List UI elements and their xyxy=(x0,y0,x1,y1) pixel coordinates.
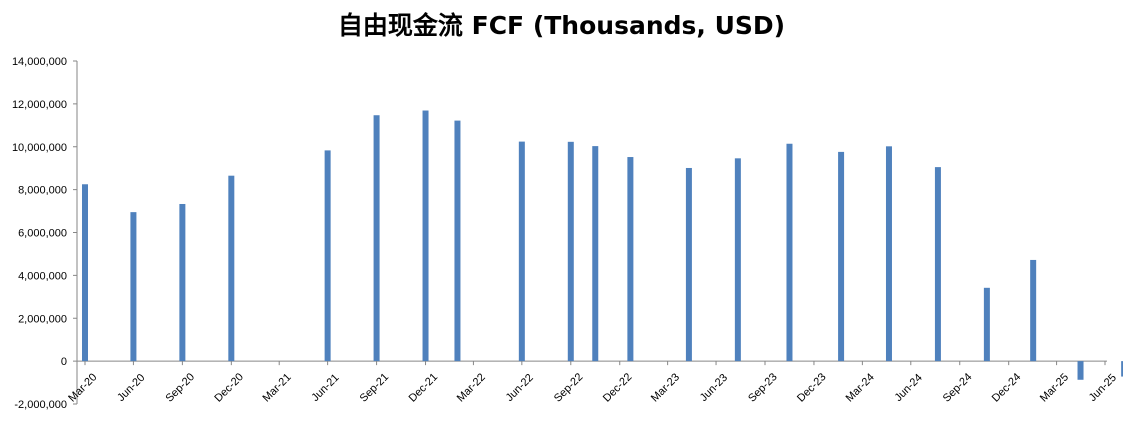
bar xyxy=(734,158,741,362)
bar xyxy=(627,157,634,362)
x-tick-label: Dec-22 xyxy=(601,371,635,405)
y-tick-label: -2,000,000 xyxy=(14,399,67,411)
chart-title: 自由现金流 FCF (Thousands, USD) xyxy=(337,11,786,40)
x-tick-label: Mar-25 xyxy=(1038,371,1071,404)
bar xyxy=(1121,361,1123,377)
x-tick-label: Mar-23 xyxy=(649,371,682,404)
bar xyxy=(786,143,793,362)
x-tick-label: Jun-21 xyxy=(309,372,341,404)
y-tick-label: 2,000,000 xyxy=(18,313,67,325)
bar xyxy=(82,184,88,362)
bar xyxy=(592,146,599,362)
y-tick-label: 10,000,000 xyxy=(12,142,67,154)
y-tick-label: 8,000,000 xyxy=(18,185,67,197)
x-tick-label: Mar-20 xyxy=(66,371,99,404)
y-tick-label: 4,000,000 xyxy=(18,270,67,282)
bar xyxy=(567,141,574,362)
axes xyxy=(73,60,1107,405)
bar-series xyxy=(82,110,1123,380)
x-tick-label: Dec-24 xyxy=(990,371,1024,405)
bar xyxy=(454,120,461,362)
x-tick-label: Dec-21 xyxy=(407,371,441,405)
bar xyxy=(838,151,845,362)
x-tick-label: Sep-24 xyxy=(941,371,975,405)
y-tick-label: 12,000,000 xyxy=(12,99,67,111)
x-tick-label: Jun-20 xyxy=(115,372,147,404)
bar xyxy=(228,175,235,362)
bar xyxy=(324,150,331,362)
y-tick-label: 6,000,000 xyxy=(18,228,67,240)
x-tick-label: Sep-20 xyxy=(163,371,197,405)
x-tick-label: Jun-24 xyxy=(893,372,925,404)
x-tick-label: Dec-20 xyxy=(212,371,246,405)
bar xyxy=(934,167,941,362)
y-tick-label: 14,000,000 xyxy=(12,56,67,68)
bar xyxy=(422,110,429,362)
x-tick-label: Mar-22 xyxy=(455,371,488,404)
x-tick-label: Jun-23 xyxy=(698,372,730,404)
bar xyxy=(983,287,990,362)
x-tick-label: Jun-25 xyxy=(1087,372,1119,404)
bar xyxy=(1030,259,1037,362)
bar xyxy=(1077,361,1084,380)
x-tick-label: Jun-22 xyxy=(504,372,536,404)
bar xyxy=(518,141,525,362)
y-tick-label: 0 xyxy=(61,356,67,368)
x-tick-label: Sep-22 xyxy=(552,371,586,405)
x-tick-label: Dec-23 xyxy=(795,371,829,405)
bar xyxy=(885,146,892,362)
x-tick-label: Sep-21 xyxy=(358,371,392,405)
bar xyxy=(130,212,137,362)
tick-labels: -2,000,000 0 2,000,000 4,000,000 6,000,000 8,… xyxy=(12,56,1119,411)
x-tick-label: Mar-21 xyxy=(261,371,294,404)
x-tick-label: Sep-23 xyxy=(746,371,780,405)
bar xyxy=(179,203,186,362)
bar xyxy=(685,167,692,362)
x-tick-label: Mar-24 xyxy=(844,371,877,404)
bar xyxy=(373,115,380,362)
